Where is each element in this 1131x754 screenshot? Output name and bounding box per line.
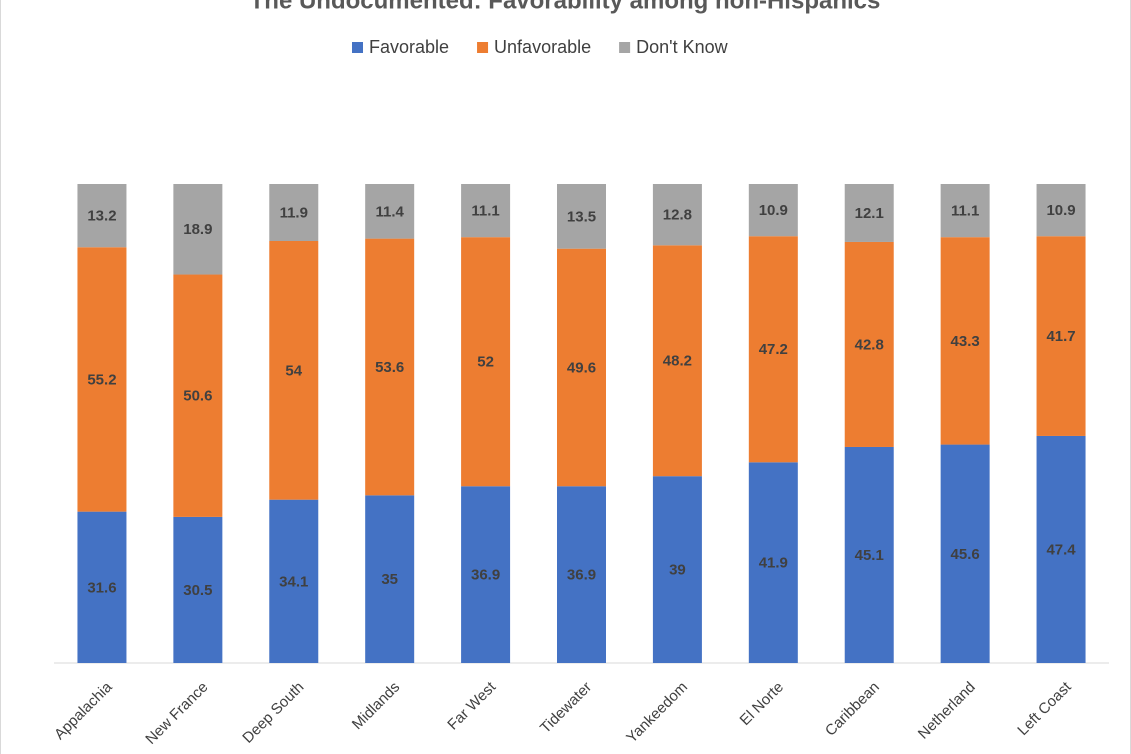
bar-segment — [365, 495, 415, 663]
bar-segment — [1036, 184, 1086, 237]
bar-segment — [269, 499, 319, 663]
bar-segment — [173, 184, 223, 275]
bar-segment — [173, 274, 223, 517]
bar-segment — [844, 184, 894, 242]
value-label: 13.2 — [87, 208, 116, 225]
bar-segment — [557, 248, 606, 487]
value-label: 48.2 — [663, 353, 692, 370]
value-label: 13.5 — [567, 208, 596, 225]
value-label: 34.1 — [279, 573, 308, 590]
value-label: 35 — [381, 571, 398, 588]
bar-segment — [461, 184, 511, 238]
bar-segment — [77, 184, 127, 248]
value-label: 45.1 — [855, 547, 884, 564]
legend: Favorable Unfavorable Don't Know — [352, 37, 729, 57]
bar-segment — [748, 236, 798, 463]
legend-label: Don't Know — [636, 37, 728, 57]
bar-segment — [365, 184, 415, 239]
bar-segment — [557, 486, 606, 663]
bar-segment — [77, 247, 127, 512]
value-label: 30.5 — [183, 582, 212, 599]
chart-title: The Undocumented: Favorability among non… — [250, 0, 881, 14]
bar-segment — [940, 444, 990, 663]
value-label: 12.1 — [855, 205, 884, 222]
value-label: 31.6 — [87, 579, 116, 596]
bar-segment — [844, 446, 894, 663]
value-label: 43.3 — [951, 333, 980, 350]
value-label: 52 — [477, 354, 494, 371]
value-label: 42.8 — [855, 336, 884, 353]
legend-label: Unfavorable — [494, 37, 591, 57]
value-label: 18.9 — [183, 221, 212, 238]
value-label: 41.7 — [1046, 328, 1075, 345]
bar-segment — [461, 486, 511, 663]
value-label: 50.6 — [183, 388, 212, 405]
value-label: 36.9 — [471, 567, 500, 584]
value-label: 11.1 — [951, 203, 979, 220]
bar-segment — [365, 238, 415, 496]
bar-segment — [269, 184, 319, 242]
legend-swatch — [352, 42, 363, 53]
value-label: 10.9 — [1046, 202, 1075, 219]
bar-segment — [652, 184, 702, 246]
value-label: 36.9 — [567, 567, 596, 584]
value-label: 54 — [285, 362, 302, 379]
value-label: 55.2 — [87, 371, 116, 388]
value-label: 11.4 — [375, 203, 404, 220]
value-label: 11.9 — [280, 204, 308, 221]
value-label: 45.6 — [951, 546, 980, 563]
bar-segment — [652, 245, 702, 477]
value-label: 12.8 — [663, 207, 692, 224]
value-label: 47.4 — [1046, 541, 1076, 558]
bar-segment — [940, 184, 990, 238]
bar-segment — [1036, 435, 1086, 663]
value-label: 49.6 — [567, 359, 596, 376]
bar-segment — [844, 241, 894, 447]
value-label: 10.9 — [759, 202, 788, 219]
bar-segment — [940, 237, 990, 445]
value-label: 41.9 — [759, 555, 788, 572]
legend-label: Favorable — [369, 37, 449, 57]
bar-segment — [748, 462, 798, 663]
bar-segment — [748, 184, 798, 237]
value-label: 11.1 — [471, 203, 499, 220]
bar-segment — [1036, 236, 1086, 436]
legend-swatch — [619, 42, 631, 53]
bar-segment — [173, 516, 223, 663]
value-label: 47.2 — [759, 341, 788, 358]
bar-segment — [461, 237, 511, 487]
bar-segment — [557, 184, 606, 249]
bar-segment — [652, 476, 702, 663]
value-label: 39 — [669, 562, 686, 579]
legend-swatch — [477, 42, 489, 53]
value-label: 53.6 — [375, 359, 404, 376]
bar-segment — [77, 511, 127, 663]
bar-segment — [269, 241, 319, 500]
